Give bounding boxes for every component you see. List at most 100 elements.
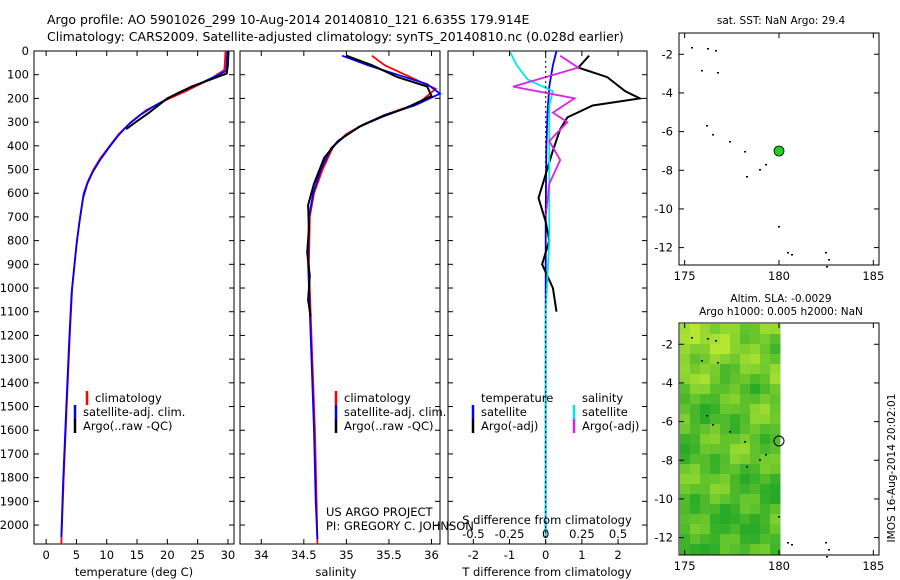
sla-cell bbox=[730, 394, 741, 405]
sla-cell bbox=[700, 324, 711, 335]
salinity-xlabel: salinity bbox=[315, 565, 356, 579]
sla-cell bbox=[680, 434, 691, 445]
sla-cell bbox=[720, 534, 731, 545]
sla-cell bbox=[720, 384, 731, 395]
sla-color-field bbox=[680, 324, 781, 555]
difference-xlabel: T difference from climatology bbox=[461, 565, 632, 579]
x-tick-label: 10 bbox=[99, 548, 114, 562]
sla-cell bbox=[690, 514, 701, 525]
project-label: US ARGO PROJECT bbox=[326, 505, 434, 519]
sla-cell bbox=[720, 344, 731, 355]
pressure-tick-label: 1700 bbox=[0, 447, 29, 461]
island-speck bbox=[791, 544, 793, 546]
sla-map-title2: Argo h1000: 0.005 h2000: NaN bbox=[699, 306, 863, 318]
island-speck bbox=[701, 70, 703, 72]
sla-cell bbox=[750, 374, 761, 385]
sla-cell bbox=[690, 484, 701, 495]
x-tick-label: 30 bbox=[221, 548, 236, 562]
lat-tick-label: -4 bbox=[662, 376, 673, 390]
sla-cell bbox=[760, 474, 771, 485]
island-speck bbox=[706, 415, 708, 417]
sla-cell bbox=[740, 354, 751, 365]
sla-cell bbox=[760, 464, 771, 475]
difference-axes-box bbox=[447, 50, 648, 545]
sla-cell bbox=[700, 494, 711, 505]
pressure-tick-label: 0 bbox=[22, 44, 29, 58]
sla-cell bbox=[770, 354, 781, 365]
salinity-panel: 34 34.5 35 35.5 36 salinity climatology sate… bbox=[239, 50, 474, 579]
lon-tick-label: 180 bbox=[768, 559, 790, 573]
lat-tick-label: -6 bbox=[662, 125, 673, 139]
sla-cell bbox=[680, 424, 691, 435]
imos-timestamp: IMOS 16-Aug-2014 20:02:01 bbox=[886, 394, 898, 543]
sla-cell bbox=[680, 394, 691, 405]
pressure-tick-label: 1400 bbox=[0, 376, 29, 390]
island-speck bbox=[712, 424, 714, 426]
salinity-x-axis: 34 34.5 35 35.5 36 bbox=[254, 51, 439, 562]
sla-cell bbox=[700, 474, 711, 485]
sla-cell bbox=[770, 334, 781, 345]
sla-cell bbox=[730, 384, 741, 395]
sla-cell bbox=[710, 494, 721, 505]
island-speck bbox=[828, 259, 830, 261]
sla-cell bbox=[730, 344, 741, 355]
sla-cell bbox=[710, 464, 721, 475]
sla-cell bbox=[760, 504, 771, 515]
sla-cell bbox=[750, 344, 761, 355]
legend-label-climatology: climatology bbox=[344, 391, 411, 405]
sla-cell bbox=[740, 464, 751, 475]
sla-cell bbox=[770, 494, 781, 505]
temperature-x-axis: 0 5 10 15 20 25 30 bbox=[42, 51, 235, 562]
sla-cell bbox=[760, 514, 771, 525]
island-speck bbox=[707, 338, 709, 340]
sla-cell bbox=[730, 444, 741, 455]
sla-cell bbox=[700, 334, 711, 345]
island-speck bbox=[746, 466, 748, 468]
sla-cell bbox=[680, 504, 691, 515]
sla-cell bbox=[740, 364, 751, 375]
sla-cell bbox=[730, 474, 741, 485]
island-speck bbox=[765, 164, 767, 166]
sla-cell bbox=[740, 424, 751, 435]
temperature-legend: climatology satellite-adj. clim. Argo(..… bbox=[73, 391, 185, 433]
pressure-tick-label: 1800 bbox=[0, 471, 29, 485]
sla-cell bbox=[710, 354, 721, 365]
x-tick-label: 34 bbox=[254, 548, 269, 562]
island-speck bbox=[729, 431, 731, 433]
legend-label-s-argo: Argo(-adj) bbox=[582, 419, 639, 433]
series-line-climatology bbox=[60, 50, 227, 545]
sla-cell bbox=[760, 374, 771, 385]
sla-cell bbox=[690, 474, 701, 485]
sla-cell bbox=[710, 384, 721, 395]
sla-cell bbox=[770, 384, 781, 395]
x-tick-label-top: 0 bbox=[542, 527, 549, 541]
sla-cell bbox=[680, 364, 691, 375]
sla-cell bbox=[720, 524, 731, 535]
series-line-argo bbox=[125, 50, 230, 131]
sla-cell bbox=[740, 484, 751, 495]
sla-cell bbox=[730, 504, 741, 515]
sla-cell bbox=[700, 394, 711, 405]
sla-cell bbox=[680, 524, 691, 535]
sla-cell bbox=[720, 354, 731, 365]
sla-cell bbox=[720, 484, 731, 495]
sla-cell bbox=[720, 324, 731, 335]
temperature-axes-box bbox=[33, 50, 235, 545]
x-tick-label: 1 bbox=[578, 548, 585, 562]
sla-cell bbox=[730, 484, 741, 495]
sla-cell bbox=[710, 394, 721, 405]
sla-cell bbox=[750, 524, 761, 535]
sla-cell bbox=[750, 334, 761, 345]
sla-cell bbox=[680, 514, 691, 525]
lat-tick-label: -2 bbox=[662, 47, 673, 61]
sla-cell bbox=[730, 374, 741, 385]
sla-cell bbox=[770, 524, 781, 535]
sla-cell bbox=[740, 454, 751, 465]
sla-cell bbox=[760, 424, 771, 435]
temperature-panel: 0100200300400500600700800900100011001200… bbox=[0, 44, 647, 579]
sla-cell bbox=[730, 414, 741, 425]
island-speck bbox=[707, 48, 709, 50]
legend-label-t-argo: Argo(-adj) bbox=[481, 419, 538, 433]
sla-cell bbox=[680, 324, 691, 335]
sla-cell bbox=[680, 354, 691, 365]
